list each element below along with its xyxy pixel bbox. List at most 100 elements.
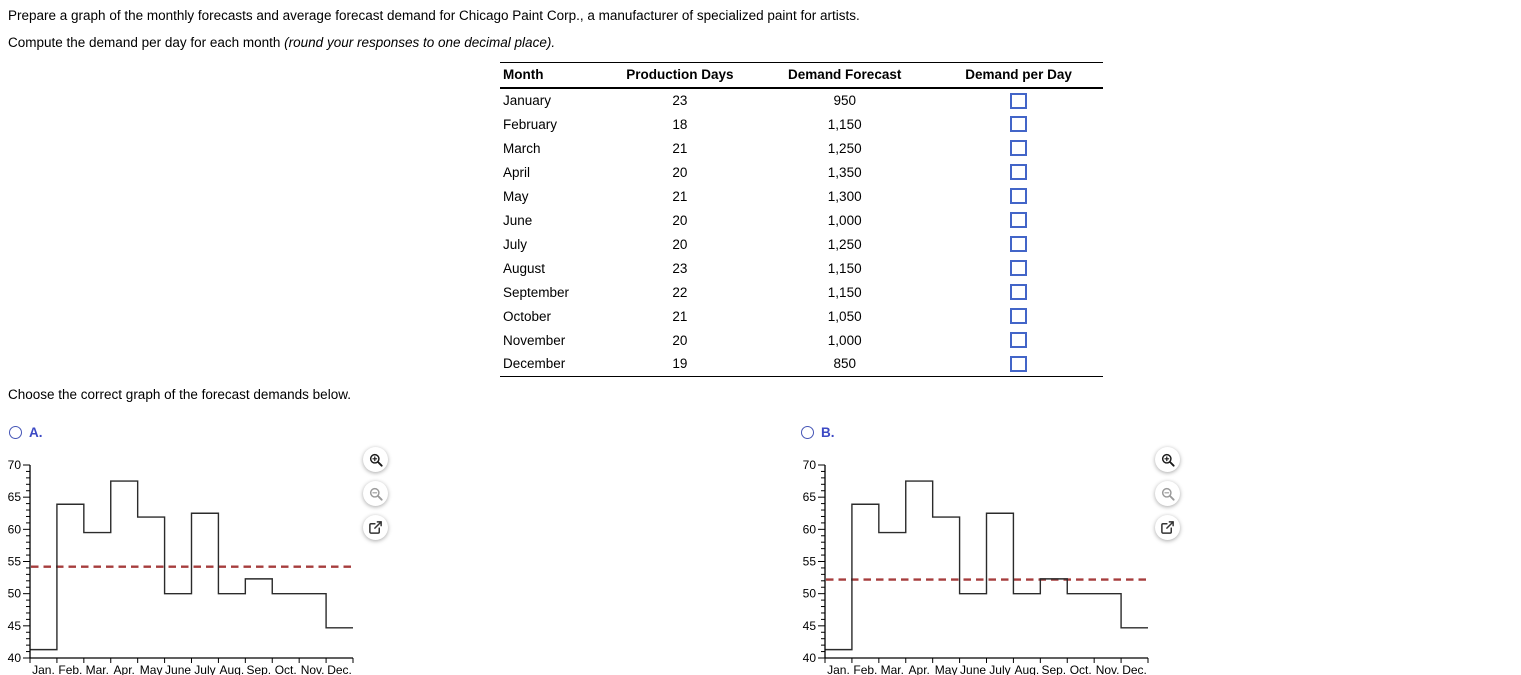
production-days-cell: 20 [672,164,688,180]
demand-per-day-input[interactable] [1010,212,1028,229]
demand-per-day-input[interactable] [1010,332,1028,349]
production-days-cell: 20 [672,332,688,348]
choose-graph-prompt: Choose the correct graph of the forecast… [8,387,351,402]
svg-text:60: 60 [8,522,22,536]
zoom-out-icon[interactable] [363,481,388,506]
svg-text:Aug.: Aug. [220,663,245,675]
svg-text:May: May [140,663,163,675]
production-days-cell: 18 [672,116,688,132]
demand-table-container: Month Production Days Demand Forecast De… [500,62,1103,377]
demand-per-day-input[interactable] [1010,116,1028,133]
demand-table-header-row: Month Production Days Demand Forecast De… [500,62,1103,89]
month-cell: July [503,236,528,252]
svg-text:55: 55 [8,555,22,569]
demand-per-day-input[interactable] [1010,140,1028,157]
compute-instruction-normal: Compute the demand per day for each mont… [8,35,285,50]
svg-text:50: 50 [8,587,22,601]
compute-instruction-italic: (round your responses to one decimal pla… [284,35,556,50]
table-row: February 18 1,150 [500,112,1103,136]
table-row: March 21 1,250 [500,136,1103,160]
svg-text:45: 45 [803,619,817,633]
external-link-icon[interactable] [363,515,388,540]
month-cell: June [503,212,533,228]
svg-text:July: July [194,663,215,675]
svg-text:Jan.: Jan. [32,663,55,675]
table-row: June 20 1,000 [500,208,1103,232]
month-cell: May [503,188,529,204]
month-cell: December [500,352,605,377]
svg-text:Dec.: Dec. [327,663,352,675]
svg-text:Mar.: Mar. [86,663,109,675]
question-intro-text: Prepare a graph of the monthly forecasts… [8,8,860,23]
demand-forecast-cell: 1,350 [827,164,862,180]
compute-instruction-text: Compute the demand per day for each mont… [8,35,555,51]
demand-per-day-input[interactable] [1010,188,1028,205]
svg-text:70: 70 [8,458,22,472]
option-a-radio[interactable] [9,426,22,439]
table-row: April 20 1,350 [500,160,1103,184]
svg-text:45: 45 [8,619,22,633]
option-b[interactable]: B. [801,425,835,440]
demand-forecast-cell: 850 [755,352,935,377]
svg-text:60: 60 [803,522,817,536]
month-cell: February [503,116,558,132]
external-link-icon[interactable] [1155,515,1180,540]
zoom-in-icon[interactable] [363,447,388,472]
table-row: October 21 1,050 [500,304,1103,328]
production-days-cell: 22 [672,284,688,300]
zoom-out-icon[interactable] [1155,481,1180,506]
demand-forecast-cell: 950 [833,93,856,108]
month-cell: September [503,284,570,300]
demand-per-day-input[interactable] [1010,284,1028,301]
svg-text:65: 65 [8,490,22,504]
demand-forecast-cell: 1,150 [827,116,862,132]
svg-text:40: 40 [803,651,817,665]
svg-text:55: 55 [803,555,817,569]
header-production-days: Production Days [604,62,756,89]
demand-per-day-input[interactable] [1010,308,1028,325]
svg-text:Oct.: Oct. [275,663,297,675]
production-days-cell: 21 [672,140,688,156]
svg-text:Sep.: Sep. [246,663,271,675]
demand-forecast-cell: 1,250 [827,236,862,252]
demand-per-day-input[interactable] [1010,164,1028,181]
option-b-label[interactable]: B. [821,425,835,440]
demand-per-day-input[interactable] [1010,355,1028,372]
production-days-cell: 20 [672,236,688,252]
month-cell: November [503,332,566,348]
svg-text:Aug.: Aug. [1015,663,1040,675]
demand-forecast-cell: 1,300 [827,188,862,204]
demand-forecast-cell: 1,150 [827,260,862,276]
svg-text:Jan.: Jan. [827,663,850,675]
demand-forecast-cell: 1,250 [827,140,862,156]
svg-text:65: 65 [803,490,817,504]
svg-text:50: 50 [803,587,817,601]
production-days-cell: 23 [672,93,688,108]
month-cell: April [503,164,531,180]
svg-text:70: 70 [803,458,817,472]
svg-text:May: May [935,663,958,675]
table-row: December 19 850 [500,352,1103,377]
demand-forecast-cell: 1,000 [827,212,862,228]
demand-forecast-cell: 1,000 [827,332,862,348]
svg-text:Mar.: Mar. [881,663,904,675]
option-b-radio[interactable] [801,426,814,439]
month-cell: October [503,308,552,324]
option-a-label[interactable]: A. [29,425,43,440]
svg-text:40: 40 [8,651,22,665]
option-a[interactable]: A. [9,425,43,440]
demand-per-day-input[interactable] [1010,236,1028,253]
demand-forecast-cell: 1,150 [827,284,862,300]
demand-per-day-input[interactable] [1010,260,1028,277]
production-days-cell: 21 [672,308,688,324]
svg-text:Apr.: Apr. [114,663,135,675]
option-b-chart: 40 45 50 55 60 65 70 Jan. Feb. Mar. Apr. May June Jul… [803,458,1149,675]
svg-text:Sep.: Sep. [1041,663,1066,675]
zoom-in-icon[interactable] [1155,447,1180,472]
production-days-cell: 19 [604,352,756,377]
svg-text:Feb.: Feb. [58,663,82,675]
production-days-cell: 20 [672,212,688,228]
demand-per-day-input[interactable] [1010,92,1028,109]
month-cell: January [503,93,552,108]
svg-text:June: June [165,663,191,675]
